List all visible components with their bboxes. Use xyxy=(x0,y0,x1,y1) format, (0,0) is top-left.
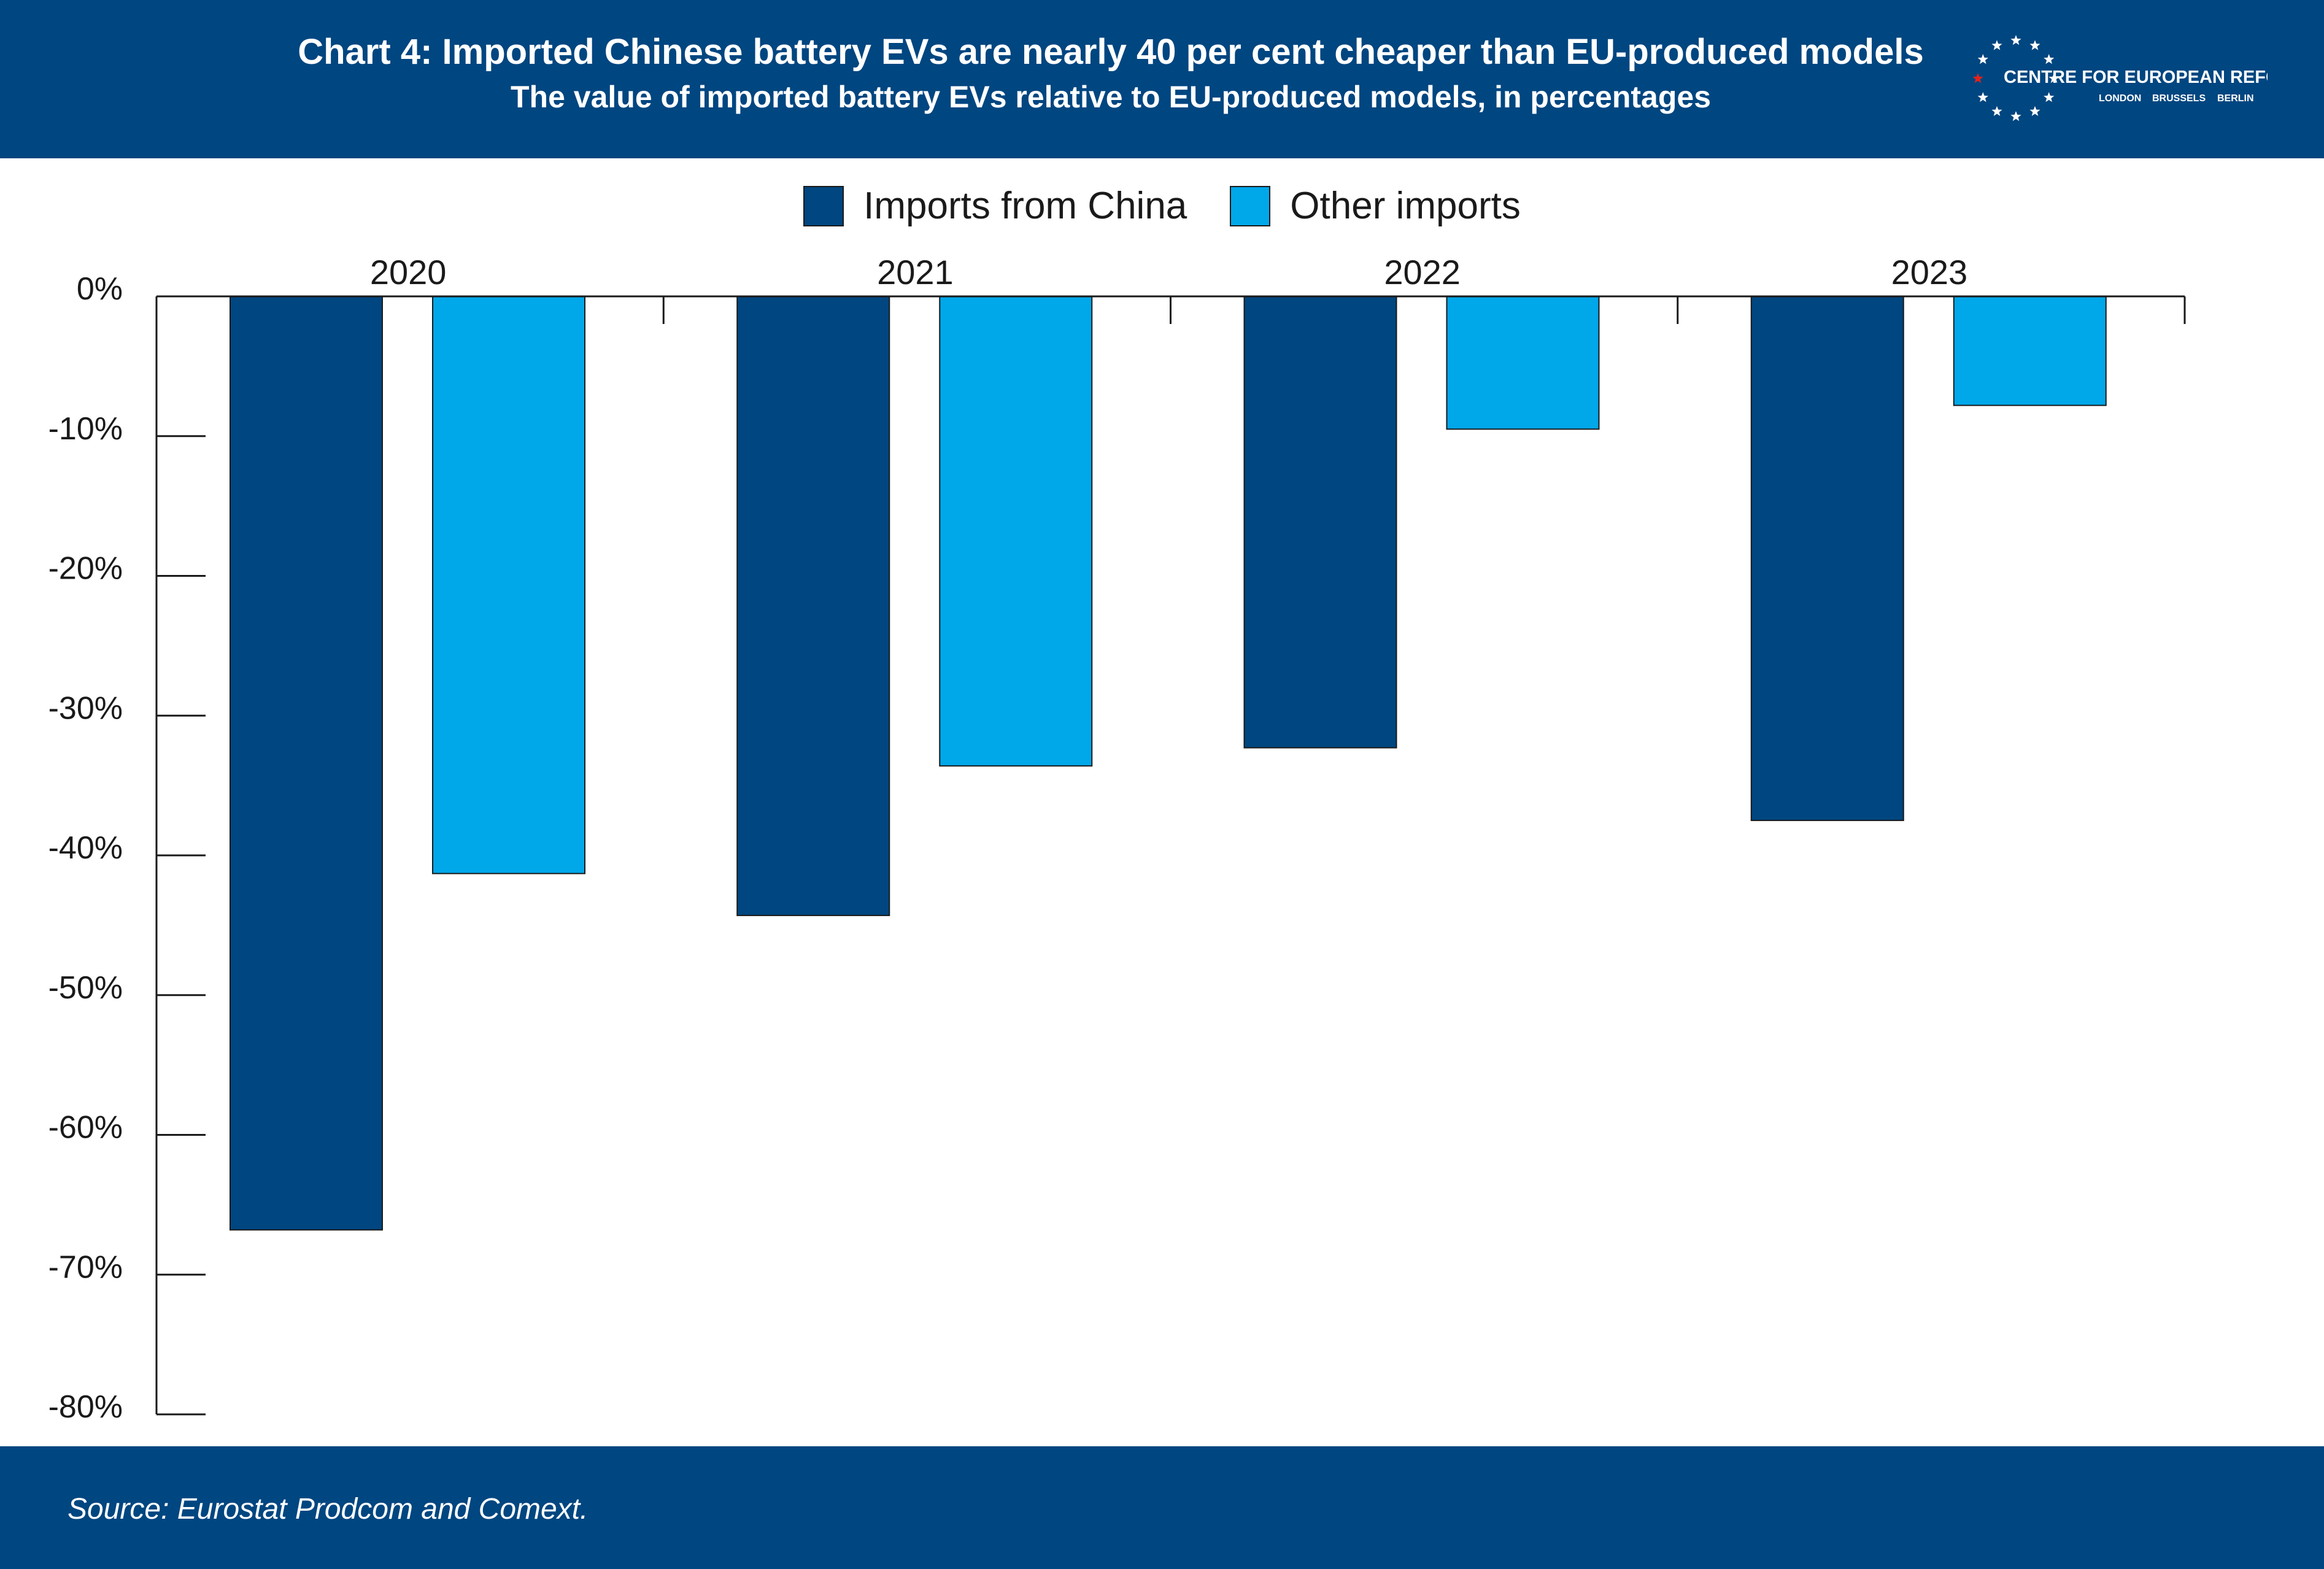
category-label-2022: 2022 xyxy=(1384,253,1461,291)
logo-city-london: LONDON xyxy=(2099,93,2141,104)
source-note: Source: Eurostat Prodcom and Comext. xyxy=(68,1493,589,1525)
logo-star-icon xyxy=(2029,106,2040,116)
bar-china-2023 xyxy=(1750,296,1904,822)
category-label-2020: 2020 xyxy=(370,253,447,291)
y-tick-label: -50% xyxy=(48,970,123,1006)
logo-star-icon xyxy=(1991,40,2002,50)
logo-text: CENTRE FOR EUROPEAN REFORM xyxy=(2004,67,2268,87)
legend-item-china: Imports from China xyxy=(803,184,1187,228)
logo-star-icon xyxy=(2048,73,2060,83)
bar-other-2021 xyxy=(939,296,1093,767)
chart-title: Chart 4: Imported Chinese battery EVs ar… xyxy=(298,32,1924,72)
logo-star-icon xyxy=(1973,73,1983,83)
logo-star-icon xyxy=(2029,40,2040,50)
y-tick-label: -70% xyxy=(48,1249,123,1285)
chart-subtitle: The value of imported battery EVs relati… xyxy=(510,80,1712,114)
legend-swatch-china xyxy=(803,185,844,226)
logo-star-icon xyxy=(2044,54,2055,64)
bar-other-2022 xyxy=(1446,296,1600,430)
bar-other-2020 xyxy=(432,296,585,874)
logo-star-icon xyxy=(2044,92,2055,102)
logo-city-berlin: BERLIN xyxy=(2217,93,2254,104)
logo-star-icon xyxy=(2010,35,2021,45)
logo-star-icon xyxy=(2010,111,2021,121)
category-label-2023: 2023 xyxy=(1891,253,1968,291)
bar-china-2022 xyxy=(1243,296,1397,749)
bar-other-2023 xyxy=(1953,296,2107,406)
logo-star-ring-icon xyxy=(1973,35,2060,121)
logo-star-icon xyxy=(1977,54,1988,64)
chart-header: Chart 4: Imported Chinese battery EVs ar… xyxy=(0,0,2324,158)
y-tick-label: -10% xyxy=(48,411,123,447)
y-tick-label: -30% xyxy=(48,690,123,726)
y-tick-label: -80% xyxy=(48,1389,123,1425)
logo-star-icon xyxy=(1991,106,2002,116)
y-tick-label: -20% xyxy=(48,551,123,587)
chart-legend: Imports from China Other imports xyxy=(0,184,2324,228)
bar-china-2020 xyxy=(230,296,383,1231)
legend-item-other: Other imports xyxy=(1230,184,1521,228)
chart-footer: Source: Eurostat Prodcom and Comext. xyxy=(0,1446,2324,1569)
legend-swatch-other xyxy=(1230,185,1271,226)
bar-chart: 0% -10% -20% -30% -40% -50% -60% -70% -80% 2020 20… xyxy=(48,253,2186,1425)
category-label-2021: 2021 xyxy=(877,253,954,291)
logo-city-brussels: BRUSSELS xyxy=(2152,93,2206,104)
legend-label-china: Imports from China xyxy=(863,185,1187,227)
cer-logo: CENTRE FOR EUROPEAN REFORM LONDON BRUSSE… xyxy=(1973,35,2268,121)
y-tick-label: 0% xyxy=(77,271,123,307)
legend-label-other: Other imports xyxy=(1290,185,1521,227)
logo-star-icon xyxy=(1977,92,1988,102)
bar-china-2021 xyxy=(736,296,890,916)
y-tick-label: -40% xyxy=(48,830,123,866)
y-tick-label: -60% xyxy=(48,1110,123,1146)
